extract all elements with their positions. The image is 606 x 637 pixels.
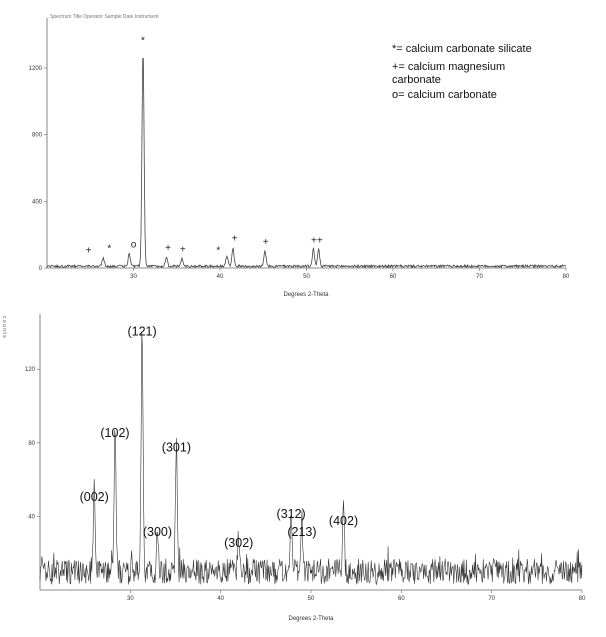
peak-marker: + (180, 245, 186, 256)
y-tick-label: 800 (32, 133, 43, 139)
x-tick-label: 70 (488, 596, 495, 602)
x-tick-label: 50 (308, 596, 315, 602)
y-tick-label: 400 (32, 199, 43, 205)
miller-index-label: (102) (100, 426, 129, 440)
chart-bottom-peak-labels: (002) (102) (121) (300) (301) (302) (312) (213)… (80, 325, 359, 551)
chart-top-x-ticks: 30 40 50 60 70 80 (130, 268, 570, 280)
peak-marker: * (107, 244, 111, 255)
peak-marker: + (263, 237, 269, 248)
chart-top-series-line (46, 57, 567, 269)
miller-index-label: (002) (80, 490, 109, 504)
peak-marker: + (86, 245, 92, 256)
y-tick-label: 80 (28, 441, 35, 447)
chart-bottom-series-line (39, 332, 583, 586)
peak-marker: ++ (311, 235, 323, 246)
miller-index-label: (213) (287, 525, 316, 539)
x-tick-label: 40 (217, 274, 224, 280)
x-tick-label: 50 (303, 274, 310, 280)
chart-top-legend: *= calcium carbonate silicate += calcium… (392, 43, 532, 101)
chart-top-y-ticks: 0 400 800 1200 (29, 66, 47, 272)
peak-marker: + (232, 234, 238, 245)
x-tick-label: 30 (127, 596, 134, 602)
miller-index-label: (312) (277, 507, 306, 521)
chart-bottom-y-ticks: 40 80 120 (25, 367, 40, 520)
miller-index-label: (302) (224, 536, 253, 550)
x-tick-label: 80 (579, 596, 586, 602)
miller-index-label: (402) (329, 514, 358, 528)
x-tick-label: 80 (563, 274, 570, 280)
y-tick-label: 40 (28, 514, 35, 520)
chart-bottom: c o u n t s 40 80 120 30 40 50 60 70 80 (002) (1… (1, 314, 586, 622)
x-tick-label: 60 (398, 596, 405, 602)
miller-index-label: (121) (127, 325, 156, 339)
x-tick-label: 60 (390, 274, 397, 280)
x-tick-label: 40 (217, 596, 224, 602)
y-tick-label: 0 (39, 266, 43, 272)
legend-line-2: += calcium magnesium (392, 61, 505, 73)
miller-index-label: (300) (143, 525, 172, 539)
legend-line-1: *= calcium carbonate silicate (392, 43, 532, 55)
chart-top-header: Spectrum Title Operator Sample Date Inst… (50, 14, 159, 20)
legend-line-3: carbonate (392, 74, 441, 86)
x-tick-label: 30 (130, 274, 137, 280)
chart-bottom-x-label: Degrees 2-Theta (288, 616, 334, 622)
miller-index-label: (301) (162, 441, 191, 455)
y-tick-label: 120 (25, 367, 36, 373)
x-tick-label: 70 (476, 274, 483, 280)
chart-top-x-label: Degrees 2-Theta (283, 292, 329, 298)
peak-marker: * (216, 245, 220, 256)
legend-line-4: o= calcium carbonate (392, 89, 497, 101)
y-tick-label: 1200 (29, 66, 43, 72)
chart-top-peak-markers: + * o*+ + *+ + ++ (86, 35, 323, 256)
peak-marker: o (131, 240, 137, 251)
chart-bottom-x-ticks: 30 40 50 60 70 80 (127, 590, 586, 602)
peak-marker: + (165, 243, 171, 254)
chart-top: Spectrum Title Operator Sample Date Inst… (29, 14, 570, 298)
peak-marker: * (141, 35, 145, 46)
chart-bottom-y-hint: c o u n t s (1, 316, 7, 338)
